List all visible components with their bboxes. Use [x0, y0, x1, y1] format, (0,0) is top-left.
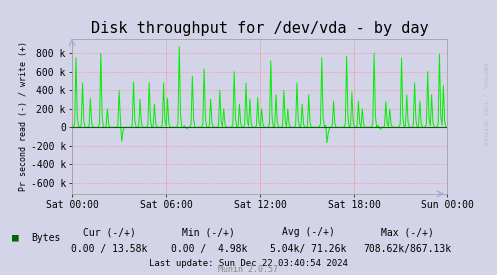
Title: Disk throughput for /dev/vda - by day: Disk throughput for /dev/vda - by day [91, 21, 428, 36]
Text: Cur (-/+): Cur (-/+) [83, 227, 136, 237]
Text: Bytes: Bytes [31, 233, 60, 243]
Text: 708.62k/867.13k: 708.62k/867.13k [363, 244, 452, 254]
Text: Munin 2.0.57: Munin 2.0.57 [219, 265, 278, 274]
Text: Min (-/+): Min (-/+) [182, 227, 235, 237]
Text: ■: ■ [12, 233, 19, 243]
Text: RRDTOOL / TOBI OETIKER: RRDTOOL / TOBI OETIKER [482, 63, 487, 146]
Text: Max (-/+): Max (-/+) [381, 227, 434, 237]
Y-axis label: Pr second read (-) / write (+): Pr second read (-) / write (+) [19, 41, 28, 191]
Text: 0.00 / 13.58k: 0.00 / 13.58k [71, 244, 148, 254]
Text: 5.04k/ 71.26k: 5.04k/ 71.26k [270, 244, 346, 254]
Text: Avg (-/+): Avg (-/+) [282, 227, 334, 237]
Text: Last update: Sun Dec 22 03:40:54 2024: Last update: Sun Dec 22 03:40:54 2024 [149, 259, 348, 268]
Text: 0.00 /  4.98k: 0.00 / 4.98k [170, 244, 247, 254]
